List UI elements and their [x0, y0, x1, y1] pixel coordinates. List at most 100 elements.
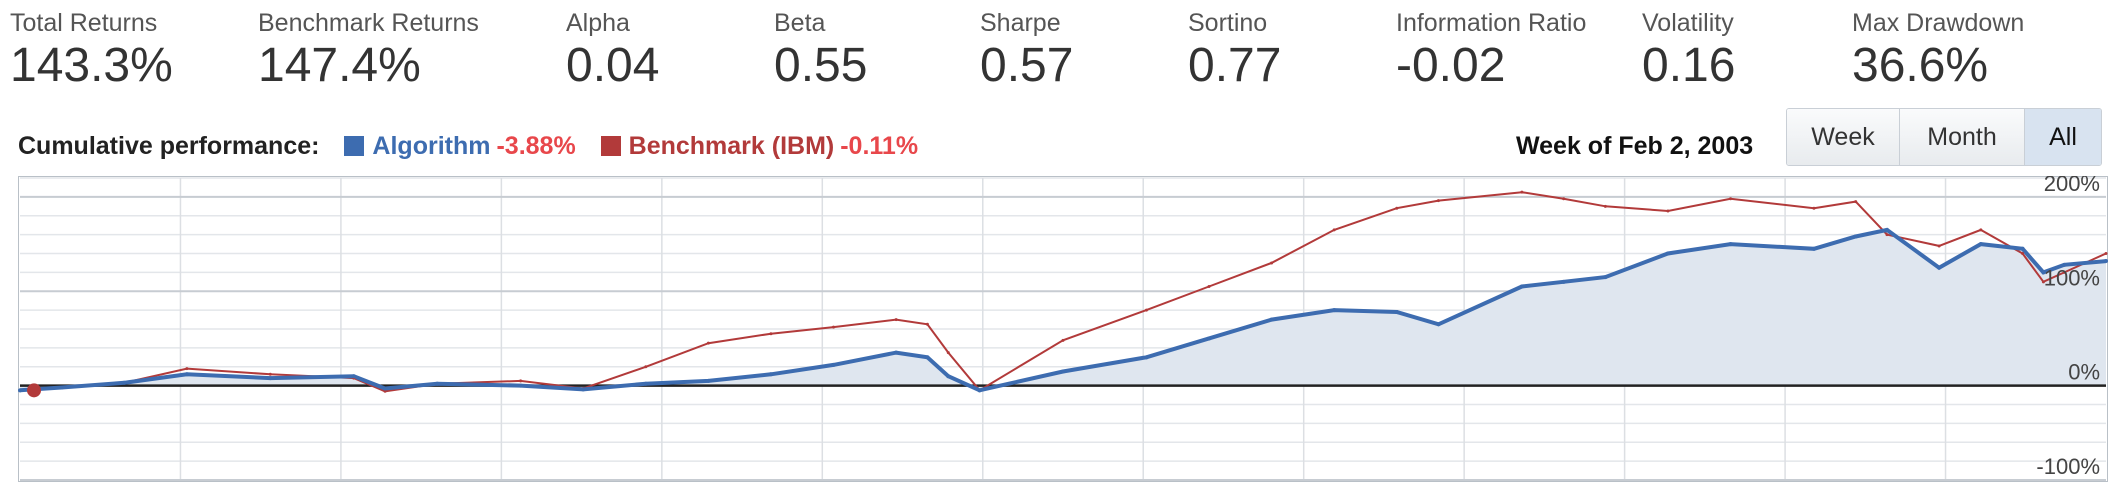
algorithm-point	[1061, 369, 1065, 374]
range-week-button[interactable]: Week	[1787, 109, 1900, 165]
performance-label: Cumulative performance:	[18, 132, 320, 160]
algorithm-point	[977, 388, 982, 393]
algorithm-area	[20, 229, 2106, 391]
benchmark-point	[1270, 261, 1274, 265]
algorithm-point	[122, 380, 127, 385]
stat-alpha: Alpha 0.04	[566, 8, 659, 94]
legend-value-algorithm: -3.88%	[496, 132, 576, 160]
algorithm-point	[1207, 336, 1212, 341]
algorithm-point	[925, 355, 930, 360]
benchmark-point	[1436, 199, 1440, 203]
stat-value: -0.02	[1396, 39, 1506, 92]
algorithm-point	[768, 372, 773, 377]
algorithm-point	[581, 387, 586, 392]
algorithm-point	[2062, 262, 2067, 267]
benchmark-point	[1603, 204, 1607, 208]
stat-value: 147.4%	[258, 39, 421, 92]
legend-swatch-algorithm	[344, 136, 365, 156]
stat-benchmark-returns: Benchmark Returns 147.4%	[258, 8, 479, 94]
stat-label: Total Returns	[10, 9, 158, 37]
range-all-button[interactable]: All	[2025, 109, 2101, 165]
chart-svg: 200% 100% 0% -100%	[18, 176, 2108, 482]
legend-value-benchmark: -0.11%	[840, 132, 919, 160]
performance-legend: Cumulative performance: Algorithm -3.88% …	[18, 128, 918, 164]
y-tick-label: 100%	[2044, 265, 2100, 290]
benchmark-point	[1395, 206, 1399, 210]
benchmark-point	[1207, 285, 1211, 289]
algorithm-point	[18, 388, 22, 393]
cumulative-performance-chart: 200% 100% 0% -100%	[18, 176, 2108, 482]
algorithm-point	[1561, 279, 1566, 284]
algorithm-point	[1937, 265, 1942, 270]
algorithm-point	[1853, 234, 1858, 239]
algorithm-point	[1394, 310, 1399, 315]
algorithm-point	[894, 350, 899, 355]
algorithm-point	[1884, 227, 1889, 232]
range-month-button[interactable]: Month	[1900, 109, 2025, 165]
stats-bar: Total Returns 143.3% Benchmark Returns 1…	[10, 8, 2110, 98]
stat-label: Information Ratio	[1396, 9, 1587, 37]
benchmark-point	[894, 318, 898, 322]
algorithm-point	[1603, 275, 1608, 280]
algorithm-point	[1144, 355, 1149, 360]
algorithm-point	[268, 376, 273, 381]
stat-sharpe: Sharpe 0.57	[980, 8, 1073, 94]
algorithm-point	[643, 381, 648, 386]
benchmark-point	[1854, 200, 1858, 204]
algorithm-point	[2104, 259, 2108, 264]
benchmark-point	[769, 332, 773, 336]
algorithm-point	[2020, 246, 2025, 251]
benchmark-point	[519, 379, 523, 383]
algorithm-point	[351, 374, 356, 379]
stat-value: 0.16	[1642, 39, 1736, 92]
stat-volatility: Volatility 0.16	[1642, 8, 1735, 94]
stat-label: Beta	[774, 9, 826, 37]
range-selector: Week Month All	[1786, 108, 2102, 166]
algorithm-point	[383, 386, 388, 391]
stat-label: Sortino	[1188, 9, 1268, 37]
legend-name-benchmark: Benchmark (IBM)	[628, 132, 835, 160]
week-of-label: Week of Feb 2, 2003	[1516, 132, 1754, 160]
stat-max-drawdown: Max Drawdown 36.6%	[1852, 8, 2024, 94]
stat-label: Alpha	[566, 9, 630, 37]
stat-sortino: Sortino 0.77	[1188, 8, 1281, 94]
stat-value: 0.04	[566, 39, 660, 92]
benchmark-point	[1729, 197, 1733, 201]
benchmark-point	[1520, 190, 1524, 194]
legend-swatch-benchmark	[600, 136, 621, 156]
benchmark-point	[1332, 228, 1336, 232]
stat-information-ratio: Information Ratio -0.02	[1396, 8, 1586, 94]
benchmark-point	[268, 372, 272, 376]
algorithm-point	[1665, 251, 1670, 256]
benchmark-point	[2041, 280, 2045, 284]
legend-item-algorithm[interactable]: Algorithm -3.88%	[344, 128, 576, 164]
stat-label: Volatility	[1642, 9, 1734, 37]
algorithm-point	[946, 374, 951, 379]
benchmark-point	[185, 367, 189, 371]
stat-beta: Beta 0.55	[774, 8, 867, 94]
benchmark-point	[1061, 338, 1065, 342]
benchmark-point	[2062, 270, 2066, 274]
benchmark-point	[2104, 252, 2108, 255]
benchmark-point	[1562, 197, 1566, 201]
algorithm-point	[1811, 246, 1816, 251]
algorithm-point	[1332, 308, 1337, 313]
benchmark-point	[706, 341, 710, 345]
benchmark-point	[946, 351, 950, 355]
stat-value: 0.57	[980, 39, 1074, 92]
stat-value: 143.3%	[10, 39, 173, 92]
benchmark-point	[1144, 308, 1148, 312]
y-tick-label: 0%	[2068, 360, 2100, 385]
algorithm-point	[435, 381, 440, 386]
stat-value: 0.55	[774, 39, 868, 92]
algorithm-point	[1436, 322, 1441, 327]
legend-item-benchmark[interactable]: Benchmark (IBM) -0.11%	[600, 128, 919, 164]
benchmark-point	[1666, 209, 1670, 213]
algorithm-point	[1978, 242, 1983, 247]
benchmark-point	[1937, 244, 1941, 248]
stat-total-returns: Total Returns 143.3%	[10, 8, 173, 94]
y-tick-label: 200%	[2044, 176, 2100, 196]
algorithm-point	[2041, 270, 2046, 275]
algorithm-point	[831, 362, 836, 367]
stat-value: 0.77	[1188, 39, 1282, 92]
